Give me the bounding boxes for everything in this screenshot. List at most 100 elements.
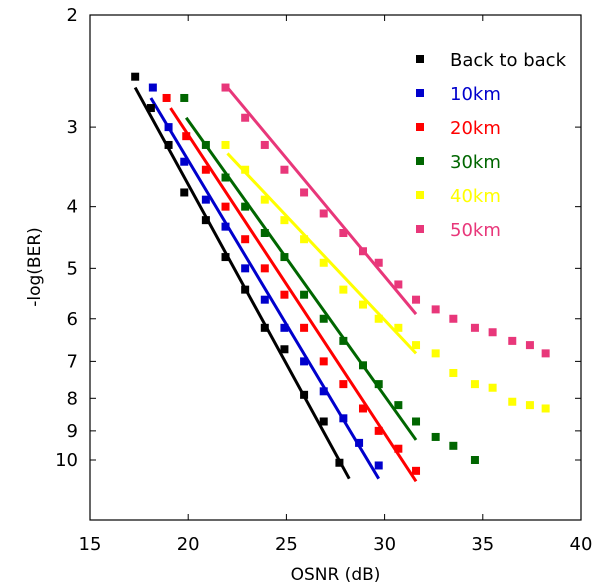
data-point-0-11 <box>335 458 344 467</box>
data-point-4-1 <box>241 165 250 174</box>
data-point-5-5 <box>319 209 328 218</box>
y-tick-label: 5 <box>67 258 78 279</box>
data-point-1-8 <box>300 357 309 366</box>
data-point-1-5 <box>241 264 250 273</box>
y-tick-label: 9 <box>67 421 78 442</box>
fit-line-4 <box>226 152 418 355</box>
data-point-5-7 <box>358 247 367 256</box>
x-tick-label: 35 <box>471 534 494 555</box>
data-point-1-1 <box>164 123 173 132</box>
data-point-3-10 <box>374 380 383 389</box>
legend-marker-4 <box>416 191 424 199</box>
fit-line-0 <box>133 86 351 480</box>
data-point-2-4 <box>241 235 250 244</box>
data-point-1-6 <box>260 295 269 304</box>
data-point-0-1 <box>146 104 155 113</box>
data-point-0-3 <box>180 188 189 197</box>
y-tick-label: 4 <box>67 197 78 218</box>
data-point-3-6 <box>300 290 309 299</box>
legend-label-3: 30km <box>450 152 501 173</box>
data-point-0-4 <box>201 216 210 225</box>
data-point-4-10 <box>412 341 421 350</box>
data-point-2-8 <box>319 357 328 366</box>
data-point-2-5 <box>260 264 269 273</box>
data-point-2-2 <box>201 165 210 174</box>
data-point-4-8 <box>374 314 383 323</box>
y-tick-label: 2 <box>67 5 78 26</box>
data-point-5-15 <box>508 336 517 345</box>
data-point-2-13 <box>412 466 421 475</box>
data-point-4-9 <box>394 323 403 332</box>
y-tick-label: 8 <box>67 388 78 409</box>
data-point-2-12 <box>394 444 403 453</box>
data-point-2-11 <box>374 426 383 435</box>
data-point-4-5 <box>319 258 328 267</box>
data-point-4-0 <box>221 140 230 149</box>
ticks: 15 20 25 30 35 40 2 3 4 5 6 7 8 9 10 <box>55 5 592 555</box>
data-point-2-6 <box>280 290 289 299</box>
data-point-1-4 <box>221 222 230 231</box>
data-point-1-3 <box>201 195 210 204</box>
data-point-2-0 <box>162 93 171 102</box>
data-point-1-12 <box>374 461 383 470</box>
x-axis-label: OSNR (dB) <box>291 565 381 585</box>
data-point-5-6 <box>339 229 348 238</box>
data-point-3-12 <box>412 417 421 426</box>
data-point-5-10 <box>412 295 421 304</box>
data-point-0-7 <box>260 323 269 332</box>
data-point-5-1 <box>241 113 250 122</box>
data-point-3-4 <box>260 229 269 238</box>
data-point-5-2 <box>260 140 269 149</box>
data-point-3-1 <box>201 140 210 149</box>
data-point-4-14 <box>488 383 497 392</box>
data-point-3-15 <box>470 456 479 464</box>
data-point-4-7 <box>358 300 367 309</box>
x-tick-label: 20 <box>177 534 200 555</box>
data-point-1-0 <box>148 83 157 92</box>
x-tick-label: 15 <box>79 534 102 555</box>
data-point-4-3 <box>280 216 289 225</box>
data-point-4-15 <box>508 397 517 406</box>
data-point-5-0 <box>221 83 230 92</box>
data-point-0-6 <box>241 285 250 294</box>
data-point-3-8 <box>339 336 348 345</box>
data-point-4-12 <box>449 368 458 377</box>
data-point-3-14 <box>449 441 458 450</box>
data-point-4-2 <box>260 195 269 204</box>
y-tick-label: 7 <box>67 351 78 372</box>
data-point-1-11 <box>355 438 364 447</box>
data-point-3-9 <box>358 361 367 370</box>
legend-label-0: Back to back <box>450 50 567 71</box>
data-point-1-7 <box>280 323 289 332</box>
fit-line-5 <box>226 86 418 316</box>
x-tick-label: 30 <box>373 534 396 555</box>
data-point-3-0 <box>180 93 189 102</box>
data-point-1-9 <box>319 387 328 396</box>
data-point-2-7 <box>300 323 309 332</box>
y-axis-label: -log(BER) <box>25 227 45 307</box>
data-point-3-3 <box>241 202 250 211</box>
data-point-4-16 <box>525 401 534 410</box>
data-point-2-3 <box>221 202 230 211</box>
data-point-0-9 <box>300 390 309 399</box>
legend-label-5: 50km <box>450 220 501 241</box>
data-point-3-13 <box>431 432 440 441</box>
data-point-4-4 <box>300 235 309 244</box>
legend-label-1: 10km <box>450 84 501 105</box>
data-point-0-2 <box>164 140 173 149</box>
data-point-5-11 <box>431 305 440 314</box>
data-point-5-8 <box>374 258 383 267</box>
legend-marker-0 <box>416 55 424 63</box>
data-point-5-14 <box>488 328 497 337</box>
data-points <box>131 72 550 475</box>
data-point-5-13 <box>470 323 479 332</box>
legend-marker-3 <box>416 157 424 165</box>
data-point-0-10 <box>319 417 328 426</box>
y-tick-label: 6 <box>67 309 78 330</box>
data-point-0-5 <box>221 253 230 262</box>
x-tick-label: 40 <box>570 534 593 555</box>
legend-marker-5 <box>416 225 424 233</box>
data-point-0-0 <box>131 72 140 81</box>
data-point-1-2 <box>180 157 189 166</box>
